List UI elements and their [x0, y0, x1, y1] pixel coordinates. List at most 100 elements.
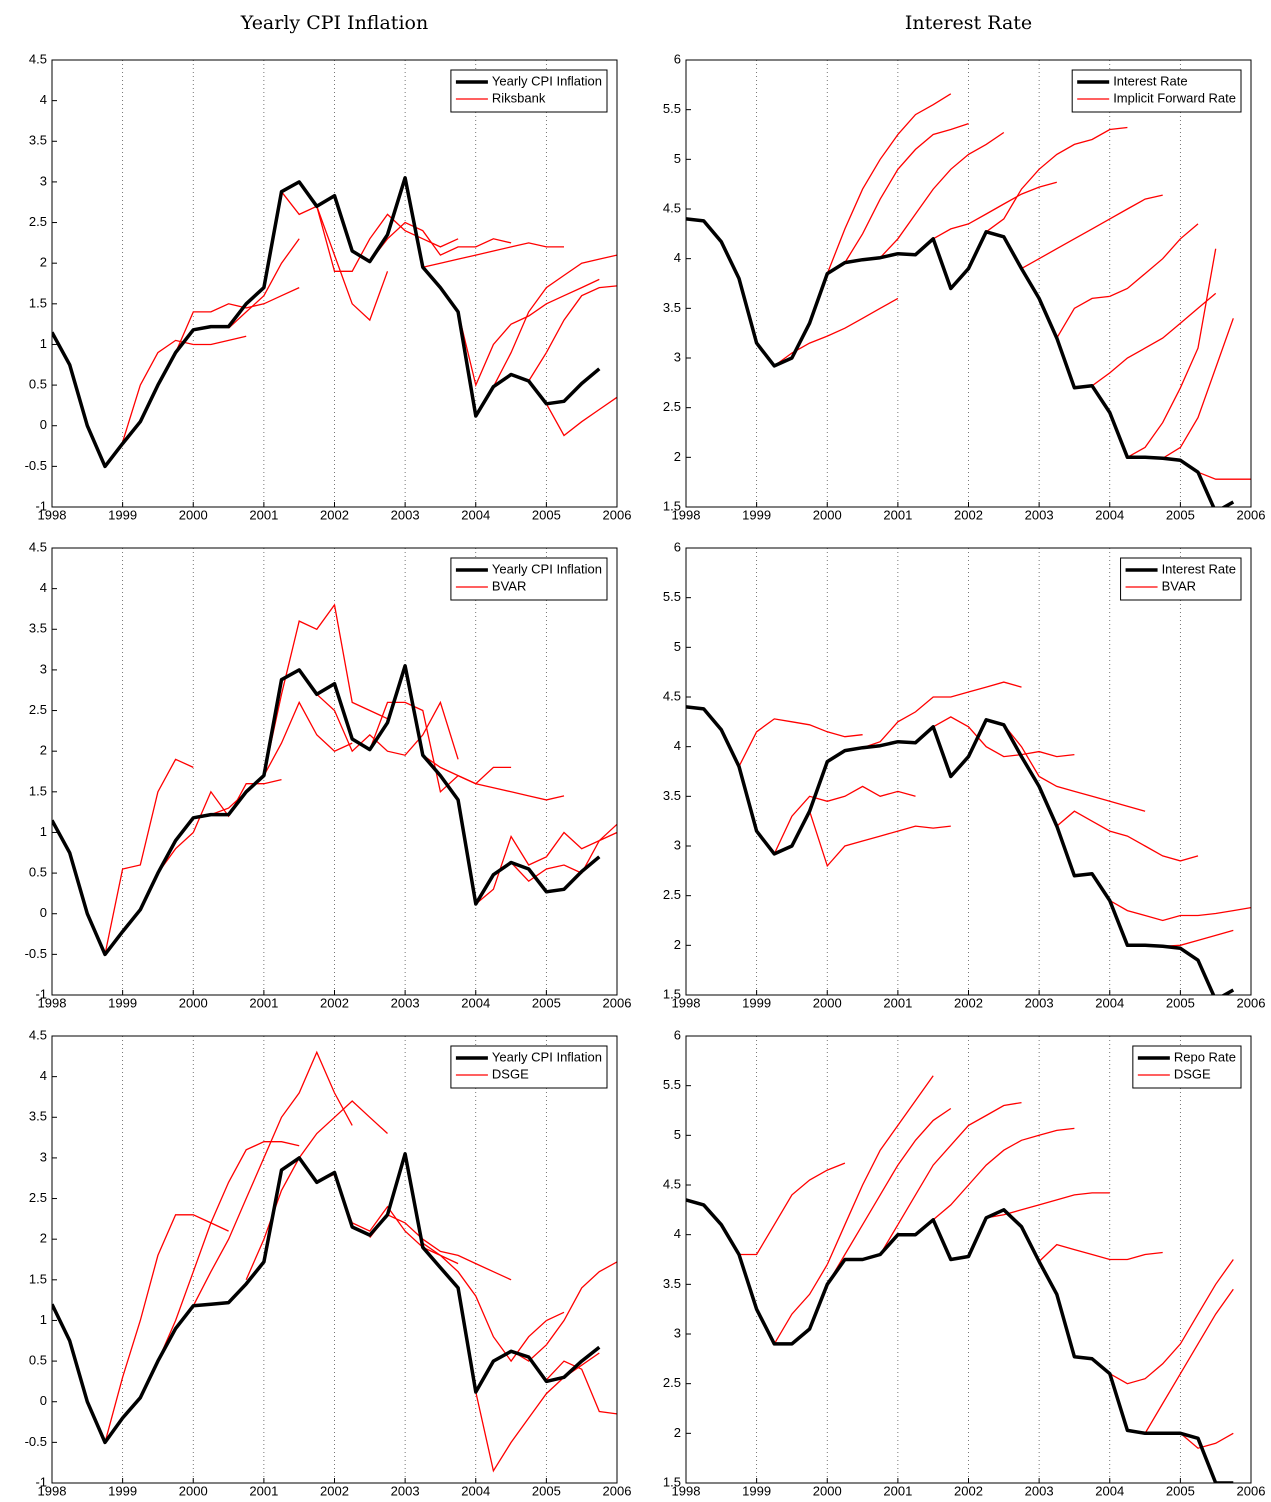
y-tick-label: 4.5: [663, 200, 681, 215]
y-tick-label: 1: [40, 824, 47, 839]
legend-label: Yearly CPI Inflation: [492, 1049, 602, 1064]
forecast-line: [104, 1214, 229, 1443]
y-tick-label: 3.5: [663, 788, 681, 803]
x-tick-label: 2005: [1166, 1483, 1195, 1498]
legend: Yearly CPI Inflation DSGE: [450, 1045, 608, 1089]
y-tick-label: 2.5: [663, 887, 681, 902]
y-tick-label: -0.5: [25, 458, 47, 473]
y-tick-label: 0: [40, 905, 47, 920]
x-tick-label: 2001: [249, 507, 278, 522]
y-tick-label: 2: [674, 449, 681, 464]
y-tick-label: 1: [40, 336, 47, 351]
forecast-line: [738, 718, 863, 767]
x-tick-label: 2006: [603, 995, 632, 1010]
x-tick-label: 2004: [461, 1483, 490, 1498]
legend-label: Interest Rate: [1162, 561, 1236, 576]
x-tick-label: 1998: [672, 507, 701, 522]
forecast-line: [1038, 1243, 1163, 1262]
y-tick-label: 3: [40, 661, 47, 676]
y-tick-label: 3.5: [29, 133, 47, 148]
y-tick-label: 1.5: [663, 986, 681, 1001]
x-tick-label: 2002: [320, 1483, 349, 1498]
legend-box: [450, 557, 608, 601]
plot-area: [686, 681, 1251, 995]
legend-box: [1132, 1045, 1242, 1089]
legend-box: [1071, 69, 1242, 113]
legend-label: Riksbank: [492, 90, 546, 105]
legend: Repo Rate DSGE: [1132, 1045, 1242, 1089]
x-tick-label: 2002: [320, 995, 349, 1010]
x-tick-label: 2003: [391, 1483, 420, 1498]
y-tick-label: 0.5: [29, 865, 47, 880]
forecast-line: [316, 693, 459, 760]
y-tick-label: 2.5: [663, 1375, 681, 1390]
x-tick-label: 2000: [179, 507, 208, 522]
plot-area: [686, 1075, 1234, 1483]
y-tick-label: 6: [674, 51, 681, 66]
y-tick-label: 1.5: [663, 498, 681, 513]
y-tick-label: -1: [35, 1474, 47, 1489]
x-tick-label: 2000: [813, 507, 842, 522]
x-tick-label: 1998: [38, 507, 67, 522]
forecast-line: [932, 181, 1057, 240]
forecast-line: [1109, 1259, 1234, 1385]
forecast-line: [104, 758, 194, 955]
forecast-line: [1021, 194, 1163, 270]
forecast-line: [422, 754, 565, 801]
x-tick-label: 2000: [813, 1483, 842, 1498]
forecast-line: [510, 1261, 617, 1362]
forecast-line: [492, 254, 617, 387]
x-tick-label: 1999: [108, 1483, 137, 1498]
y-tick-label: 6: [674, 1027, 681, 1042]
x-tick-label: 1998: [38, 995, 67, 1010]
y-tick-label: 4.5: [29, 51, 47, 66]
forecast-line: [1179, 1432, 1234, 1449]
y-tick-label: 2: [674, 937, 681, 952]
forecast-line: [1091, 292, 1217, 387]
y-tick-label: 4: [674, 738, 681, 753]
y-tick-label: 4: [40, 92, 47, 107]
actual-line: [52, 176, 601, 469]
axes-box: [51, 1035, 618, 1484]
x-tick-label: 1998: [38, 1483, 67, 1498]
x-tick-label: 2006: [1237, 995, 1266, 1010]
x-tick-label: 2006: [1237, 1483, 1266, 1498]
forecast-line: [1056, 810, 1199, 862]
forecast-line: [1144, 1288, 1234, 1434]
x-tick-label: 2002: [954, 995, 983, 1010]
actual-line: [52, 1152, 601, 1445]
actual-line: [686, 705, 1235, 995]
axes-box: [51, 59, 618, 508]
x-tick-label: 2001: [249, 1483, 278, 1498]
y-tick-label: 2.5: [29, 1190, 47, 1205]
y-tick-label: 1.5: [29, 295, 47, 310]
y-tick-label: 3: [40, 173, 47, 188]
y-tick-label: 5: [674, 639, 681, 654]
x-tick-label: 2003: [1025, 995, 1054, 1010]
y-tick-label: 1.5: [663, 1474, 681, 1489]
x-tick-label: 2002: [954, 507, 983, 522]
forecast-line: [545, 396, 617, 437]
forecast-line: [986, 1192, 1110, 1219]
panel: Interest Rate 1998 1999 2000 2001 2002 2003 200…: [663, 12, 1266, 522]
actual-line: [686, 1198, 1234, 1483]
plot-area: [52, 176, 617, 469]
x-tick-label: 2006: [1237, 507, 1266, 522]
forecast-line: [1109, 900, 1251, 922]
forecast-line: [826, 1107, 952, 1285]
y-tick-label: 4.5: [29, 1027, 47, 1042]
y-tick-label: 2.5: [29, 702, 47, 717]
x-tick-label: 2000: [179, 1483, 208, 1498]
x-tick-label: 1998: [672, 995, 701, 1010]
x-tick-label: 2002: [320, 507, 349, 522]
forecast-line: [422, 1242, 565, 1363]
forecast-line: [879, 131, 1005, 259]
x-tick-label: 2005: [1166, 507, 1195, 522]
x-tick-label: 2000: [179, 995, 208, 1010]
x-tick-label: 2001: [249, 995, 278, 1010]
legend-label: DSGE: [492, 1066, 529, 1081]
x-tick-label: 2003: [1025, 1483, 1054, 1498]
y-tick-label: 3.5: [663, 300, 681, 315]
legend-label: BVAR: [1162, 578, 1196, 593]
